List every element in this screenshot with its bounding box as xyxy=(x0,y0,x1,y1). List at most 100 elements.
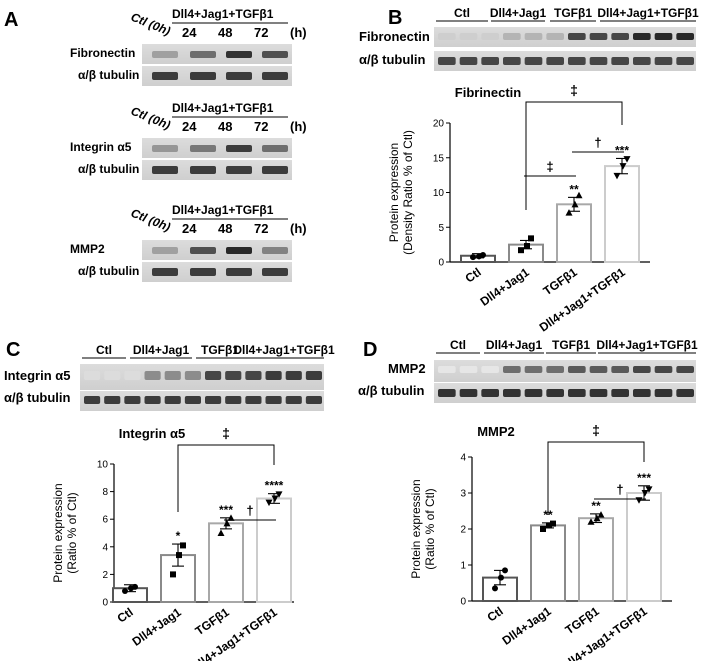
x-tick-label: TGFβ1 xyxy=(563,604,602,637)
data-point xyxy=(227,514,235,521)
blot-band xyxy=(226,145,252,152)
timepoint-label: 24 xyxy=(182,25,197,40)
blot-band xyxy=(190,247,216,254)
y-tick-label: 20 xyxy=(433,119,445,130)
blot-band xyxy=(568,389,586,397)
timepoint-label: 24 xyxy=(182,221,197,236)
significance-stars: **** xyxy=(265,479,284,493)
blot-band xyxy=(144,371,161,380)
blot-band xyxy=(262,247,288,254)
x-tick-label: Dll4+Jag1 xyxy=(130,605,184,649)
panel-letter-b: B xyxy=(388,7,402,29)
blot-band xyxy=(152,268,178,276)
comparison-bracket xyxy=(547,441,645,515)
blot-label-tubulin: α/β tubulin xyxy=(4,390,71,405)
blot-band xyxy=(84,396,101,404)
blot-band xyxy=(190,51,216,58)
blot-band xyxy=(654,389,673,397)
blot-loading-label: α/β tubulin xyxy=(78,162,139,176)
blot-band xyxy=(245,396,262,404)
data-point xyxy=(587,518,595,525)
chart-title: Fibrinectin xyxy=(455,85,522,100)
blot-band xyxy=(285,371,302,380)
x-tick-label: Dll4+Jag1 xyxy=(500,604,554,648)
blot-band xyxy=(225,396,242,404)
blot-label-fibronectin: Fibronectin xyxy=(359,29,430,44)
data-point xyxy=(540,526,546,532)
blot-band xyxy=(546,389,564,397)
data-point xyxy=(597,511,605,518)
blot-band xyxy=(305,371,322,380)
blot-group-label: Ctl xyxy=(450,338,466,352)
blot-band xyxy=(438,389,456,397)
data-point xyxy=(265,499,273,507)
data-point xyxy=(223,519,231,527)
blot-group-label: Dll4+Jag1+TGFβ1 xyxy=(596,338,698,352)
blot-band xyxy=(589,33,608,40)
blot-image xyxy=(142,160,292,180)
data-point xyxy=(176,552,182,559)
blot-image xyxy=(142,262,292,282)
blot-band xyxy=(503,57,521,65)
y-axis-label: Protein expression xyxy=(387,143,401,242)
blot-band xyxy=(676,33,694,40)
blot-band xyxy=(205,371,222,380)
blot-band xyxy=(481,366,499,373)
bar xyxy=(578,517,614,603)
blot-band xyxy=(124,371,141,380)
significance-double-dagger: ‡ xyxy=(222,425,230,441)
timepoint-label: 48 xyxy=(218,221,232,236)
blot-band xyxy=(205,396,222,404)
significance-stars: *** xyxy=(615,143,629,157)
blot-target-label: Integrin α5 xyxy=(70,140,132,154)
data-point xyxy=(593,514,601,522)
blot-group-label: Dll4+Jag1+TGFβ1 xyxy=(597,6,699,20)
panel-letter-a: A xyxy=(4,9,18,31)
blot-band xyxy=(262,145,288,152)
blot-image xyxy=(142,240,292,260)
blot-band xyxy=(144,396,161,404)
y-axis-label-units: (Ratio % of Ctl) xyxy=(423,488,437,569)
blot-band xyxy=(459,366,478,373)
blot-band xyxy=(611,33,629,40)
data-point xyxy=(180,542,186,549)
blot-band xyxy=(226,268,252,276)
timepoint-label: 72 xyxy=(254,119,268,134)
data-point xyxy=(132,583,138,590)
time-unit: (h) xyxy=(290,119,307,134)
blot-band xyxy=(152,166,178,174)
blot-label-tubulin: α/β tubulin xyxy=(359,52,426,67)
y-tick-label: 2 xyxy=(102,570,108,581)
time-unit: (h) xyxy=(290,25,307,40)
blot-band xyxy=(262,268,288,276)
data-point xyxy=(518,247,524,254)
blot-band xyxy=(568,57,586,65)
blot-band xyxy=(190,145,216,152)
comparison-bracket xyxy=(525,101,623,210)
blot-band xyxy=(104,396,121,404)
blot-band xyxy=(184,371,201,380)
blot-band xyxy=(245,371,262,380)
blot-band xyxy=(438,57,456,65)
y-tick-label: 0 xyxy=(460,597,466,608)
chart-title: Integrin α5 xyxy=(119,426,186,441)
data-point xyxy=(275,491,283,498)
blot-band xyxy=(589,366,608,373)
comparison-bracket xyxy=(177,444,275,512)
blot-band xyxy=(265,396,282,404)
blot-band xyxy=(152,51,178,58)
significance-dagger: † xyxy=(594,135,601,150)
time-unit: (h) xyxy=(290,221,307,236)
blot-group-label: Ctl xyxy=(454,6,470,20)
data-point xyxy=(623,156,631,163)
blot-image-integrin xyxy=(80,364,324,390)
panel-b-blot: Ctl Dll4+Jag1 TGFβ1 Dll4+Jag1+TGFβ1 Fibrone… xyxy=(359,6,699,71)
blot-image-fibronectin xyxy=(434,27,696,47)
blot-band xyxy=(481,389,499,397)
blot-band xyxy=(305,396,322,404)
blot-band xyxy=(84,371,101,380)
data-point xyxy=(271,495,279,502)
x-tick-label: Dll4+Jag1+TGFβ1 xyxy=(537,265,628,335)
blot-band xyxy=(503,366,521,373)
